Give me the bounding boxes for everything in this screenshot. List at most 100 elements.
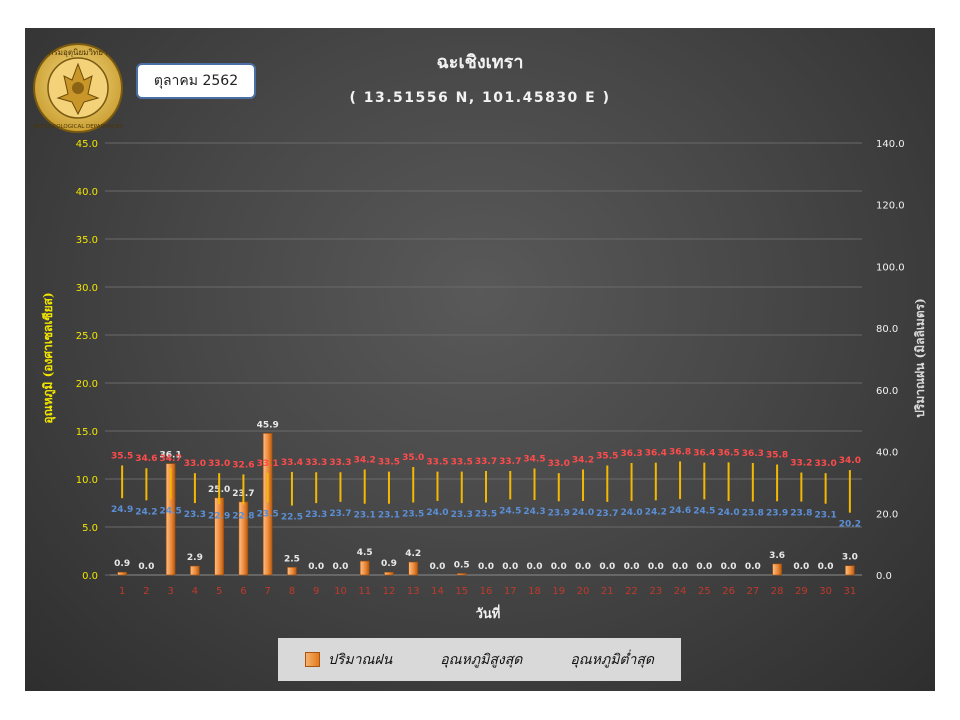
rain-value-label: 2.9 (187, 553, 203, 563)
x-tick-label: 27 (746, 586, 759, 597)
max-temp-label: 33.3 (329, 458, 351, 468)
legend-item-max-temp: อุณหภูมิสูงสุด (440, 649, 522, 671)
y-left-tick-label: 45.0 (76, 139, 98, 150)
rain-value-label: 3.0 (842, 553, 858, 563)
min-temp-label: 23.5 (257, 509, 279, 519)
y-left-tick-label: 35.0 (76, 235, 98, 246)
max-temp-label: 33.3 (305, 458, 327, 468)
max-temp-label: 33.4 (281, 458, 303, 468)
min-temp-label: 23.9 (548, 508, 570, 518)
max-temp-label: 33.7 (475, 457, 497, 467)
rain-value-label: 0.0 (478, 562, 494, 572)
min-temp-label: 22.9 (208, 511, 230, 521)
min-temp-label: 23.9 (766, 508, 788, 518)
max-temp-label: 33.7 (499, 457, 521, 467)
chart-title: ฉะเชิงเทรา (437, 52, 524, 73)
min-temp-label: 23.1 (815, 511, 837, 521)
min-temp-label: 22.5 (281, 513, 303, 523)
x-tick-label: 1 (119, 586, 125, 597)
rain-value-label: 0.0 (332, 562, 348, 572)
x-tick-label: 12 (383, 586, 396, 597)
rain-value-label: 0.9 (381, 559, 397, 569)
min-temp-label: 23.3 (184, 510, 206, 520)
rain-bar (408, 561, 419, 576)
max-temp-label: 34.5 (523, 455, 545, 465)
x-tick-label: 18 (528, 586, 541, 597)
rain-value-label: 0.0 (818, 562, 834, 572)
min-temp-label: 24.2 (135, 507, 157, 517)
rain-value-label: 0.0 (599, 562, 615, 572)
y-right-tick-label: 60.0 (876, 386, 898, 397)
min-temp-label: 23.8 (742, 509, 764, 519)
x-tick-label: 23 (649, 586, 662, 597)
rain-bar (117, 571, 127, 576)
rain-value-label: 0.0 (551, 562, 567, 572)
max-temp-label: 34.2 (354, 455, 376, 465)
rain-value-label: 0.0 (624, 562, 640, 572)
y-right-tick-label: 20.0 (876, 509, 898, 520)
y-right-tick-label: 40.0 (876, 448, 898, 459)
rain-value-label: 0.5 (454, 560, 470, 570)
x-tick-label: 11 (358, 586, 371, 597)
min-temp-label: 24.5 (693, 506, 715, 516)
x-tick-label: 6 (240, 586, 246, 597)
max-temp-label: 36.3 (742, 449, 764, 459)
y-right-tick-label: 120.0 (876, 201, 905, 212)
max-temp-label: 33.5 (426, 458, 448, 468)
rain-value-label: 0.0 (672, 562, 688, 572)
x-tick-label: 3 (167, 586, 173, 597)
legend: ปริมาณฝน อุณหภูมิสูงสุด อุณหภูมิต่ำสุด (278, 638, 681, 681)
meteorological-department-seal-logo: กรมอุตุนิยมวิทยา METEOROLOGICAL DEPARTME… (33, 43, 124, 133)
x-tick-label: 16 (480, 586, 493, 597)
rain-value-label: 2.5 (284, 554, 300, 564)
x-tick-label: 7 (264, 586, 270, 597)
rain-value-label: 0.9 (114, 559, 130, 569)
rain-bar (845, 565, 855, 576)
legend-label-min-temp: อุณหภูมิต่ำสุด (570, 651, 655, 668)
rain-value-label: 0.0 (793, 562, 809, 572)
y-axis-right-ticks: 0.0 20.0 40.0 60.0 80.0 100.0 120.0 140.0 (876, 139, 905, 582)
x-tick-label: 4 (192, 586, 198, 597)
rain-value-label: 0.0 (696, 562, 712, 572)
max-temp-label: 34.7 (160, 454, 182, 464)
rain-bar (262, 433, 273, 576)
rain-value-label: 0.0 (745, 562, 761, 572)
rain-value-label: 0.0 (527, 562, 543, 572)
legend-label-max-temp: อุณหภูมิสูงสุด (440, 651, 523, 668)
svg-text:กรมอุตุนิยมวิทยา: กรมอุตุนิยมวิทยา (49, 48, 108, 57)
max-temp-label: 34.2 (572, 455, 594, 465)
x-tick-label: 20 (577, 586, 590, 597)
min-temp-label: 24.2 (645, 507, 667, 517)
x-tick-label: 31 (844, 586, 857, 597)
rain-value-label: 0.0 (721, 562, 737, 572)
rain-value-label: 0.0 (138, 562, 154, 572)
rain-value-label: 0.0 (648, 562, 664, 572)
rain-value-label: 0.0 (575, 562, 591, 572)
y-right-tick-label: 80.0 (876, 324, 898, 335)
rain-bar (359, 560, 370, 576)
min-temp-label: 24.0 (572, 508, 594, 518)
max-temp-label: 34.6 (135, 454, 157, 464)
max-temp-label: 33.0 (184, 459, 206, 469)
max-temp-label: 35.5 (111, 451, 133, 461)
x-tick-label: 8 (289, 586, 295, 597)
svg-text:METEOROLOGICAL DEPARTMENT: METEOROLOGICAL DEPARTMENT (33, 124, 124, 130)
min-temp-label: 24.0 (717, 508, 739, 518)
x-tick-label: 28 (771, 586, 784, 597)
month-label: ตุลาคม 2562 (136, 63, 256, 99)
max-temp-label: 33.2 (790, 459, 812, 469)
x-tick-label: 24 (674, 586, 687, 597)
x-tick-label: 21 (601, 586, 614, 597)
min-temp-label: 24.3 (523, 507, 545, 517)
legend-label-rainfall: ปริมาณฝน (327, 651, 393, 668)
x-tick-label: 9 (313, 586, 319, 597)
y-left-tick-label: 5.0 (82, 523, 98, 534)
y-left-tick-label: 15.0 (76, 427, 98, 438)
min-temp-label: 23.1 (354, 511, 376, 521)
y-left-tick-label: 25.0 (76, 331, 98, 342)
y-left-tick-label: 20.0 (76, 379, 98, 390)
rain-bar (772, 563, 782, 576)
min-temp-label: 24.0 (426, 508, 448, 518)
min-temp-label: 23.3 (305, 510, 327, 520)
rain-value-label: 3.6 (769, 551, 785, 561)
